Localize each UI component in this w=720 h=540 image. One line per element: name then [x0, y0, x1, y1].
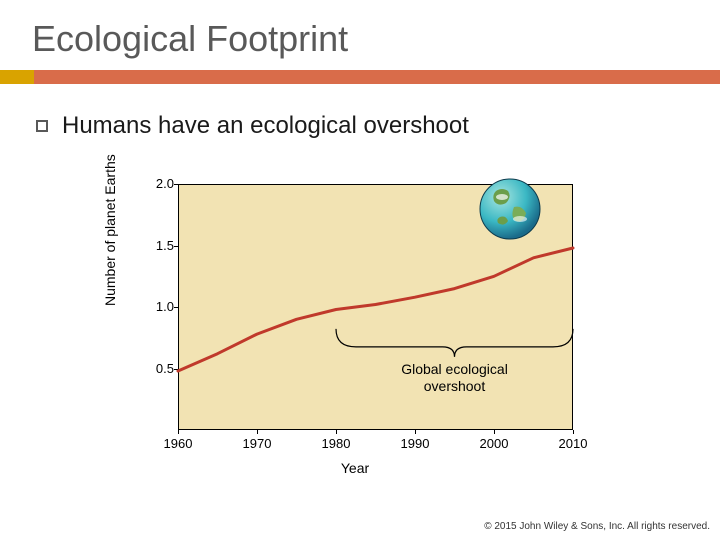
accent-bar-left [0, 70, 34, 84]
x-tick-label: 1980 [322, 436, 351, 451]
annotation-line2: overshoot [424, 378, 485, 394]
x-tick-label: 2010 [559, 436, 588, 451]
slide-title: Ecological Footprint [0, 0, 720, 70]
x-tick-label: 1970 [243, 436, 272, 451]
bullet-text: Humans have an ecological overshoot [62, 112, 469, 140]
y-tick-label: 0.5 [140, 361, 174, 376]
footprint-chart: Number of planet Earths Year 0.51.01.52.… [120, 176, 590, 476]
x-tick-label: 2000 [480, 436, 509, 451]
y-tick-label: 2.0 [140, 176, 174, 191]
bullet-item: Humans have an ecological overshoot [0, 84, 720, 140]
earth-icon [478, 177, 542, 241]
chart-y-axis-label: Number of planet Earths [102, 154, 118, 306]
chart-annotation: Global ecological overshoot [395, 361, 515, 395]
accent-bar-right [34, 70, 720, 84]
bullet-marker-icon [36, 120, 48, 132]
y-tick-label: 1.5 [140, 238, 174, 253]
x-tick-label: 1990 [401, 436, 430, 451]
copyright-footer: © 2015 John Wiley & Sons, Inc. All right… [484, 521, 710, 532]
x-tick-label: 1960 [164, 436, 193, 451]
y-tick-label: 1.0 [140, 299, 174, 314]
chart-x-axis-label: Year [341, 460, 369, 476]
annotation-line1: Global ecological [401, 361, 508, 377]
accent-bar [0, 70, 720, 84]
